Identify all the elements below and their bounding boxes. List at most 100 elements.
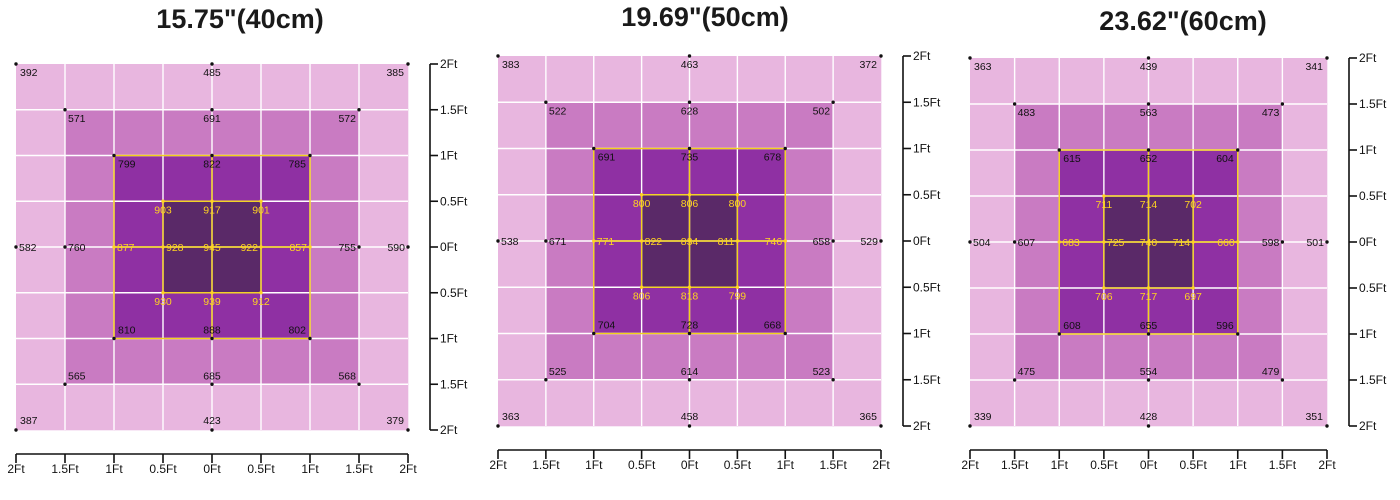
heat-cell — [833, 56, 882, 103]
measurement-dot — [639, 285, 644, 289]
ppfd-value-label: 930 — [154, 296, 172, 308]
heat-cell — [261, 201, 311, 248]
ppfd-value-label: 607 — [1018, 237, 1036, 249]
heat-cell — [1014, 242, 1060, 289]
heat-cell — [261, 292, 311, 339]
ppfd-value-label: 877 — [117, 242, 135, 254]
x-tick-label: 0Ft — [681, 458, 699, 472]
heat-cell — [310, 338, 360, 385]
measurement-dot — [1146, 424, 1151, 428]
y-tick-label: 2Ft — [1359, 419, 1377, 433]
heat-cell — [498, 287, 547, 334]
measurement-dot — [259, 199, 263, 203]
measurement-dot — [831, 239, 835, 243]
heat-cell — [593, 379, 642, 427]
heat-cell — [1193, 288, 1239, 335]
y-tick-label: 2Ft — [440, 423, 458, 437]
ppfd-value-label: 439 — [1140, 61, 1158, 73]
heat-cell — [1059, 288, 1105, 335]
heat-cell — [545, 379, 595, 427]
heat-cell — [641, 287, 690, 334]
heat-cell — [212, 109, 262, 156]
heat-cell — [737, 56, 786, 103]
measurement-dot — [210, 382, 214, 386]
heat-cell — [163, 247, 213, 294]
measurement-dot — [544, 100, 548, 104]
heat-cell — [359, 64, 409, 111]
ppfd-value-label: 888 — [203, 325, 221, 337]
heat-cell — [1148, 104, 1194, 151]
heat-cell — [593, 194, 642, 242]
x-tick-label: 0.5Ft — [149, 462, 177, 476]
heat-cell — [1103, 242, 1149, 289]
ppfd-value-label: 800 — [633, 198, 651, 210]
heat-cell — [593, 333, 642, 381]
heat-cell — [641, 241, 690, 288]
heat-cell — [641, 333, 690, 381]
y-tick-label: 2Ft — [913, 49, 931, 63]
heat-cell — [1014, 288, 1060, 335]
ppfd-value-label: 525 — [549, 366, 567, 378]
heat-cell — [1282, 380, 1328, 427]
measurement-dot — [161, 291, 165, 295]
heat-cell — [970, 196, 1015, 243]
heat-cell — [1282, 58, 1328, 105]
ppfd-value-label: 901 — [252, 204, 270, 216]
heat-cell — [545, 333, 595, 381]
heat-cell — [163, 109, 213, 156]
y-tick-label: 0.5Ft — [1359, 189, 1387, 203]
measurement-dot — [1280, 102, 1285, 106]
measurement-dot — [879, 239, 883, 243]
heat-cell — [65, 338, 115, 385]
ppfd-value-label: 522 — [549, 105, 567, 117]
heat-cell — [833, 241, 882, 288]
measurement-dot — [112, 245, 116, 249]
measurement-dot — [161, 245, 165, 249]
heat-cell — [261, 155, 311, 202]
x-tick-label: 1Ft — [301, 462, 319, 476]
y-tick-label: 1Ft — [440, 332, 458, 346]
heat-cell — [114, 384, 164, 431]
measurement-dot — [210, 336, 214, 341]
heat-cell — [1193, 242, 1239, 289]
heat-cell — [163, 292, 213, 339]
x-tick-label: 0.5Ft — [724, 458, 752, 472]
x-tick-label: 2Ft — [872, 458, 890, 472]
ppfd-value-label: 755 — [338, 242, 356, 254]
y-tick-label: 1.5Ft — [1359, 97, 1387, 111]
heat-cell — [1059, 334, 1105, 381]
y-tick-label: 1Ft — [913, 142, 931, 156]
y-tick-label: 2Ft — [440, 57, 458, 71]
heat-cell — [359, 155, 409, 202]
ppfd-value-label: 771 — [597, 236, 615, 248]
measurement-dot — [1012, 102, 1017, 106]
ppfd-value-label: 822 — [645, 236, 663, 248]
measurement-dot — [210, 199, 214, 203]
measurement-dot — [259, 291, 263, 295]
ppfd-value-label: 740 — [1140, 237, 1158, 249]
heat-cell — [593, 56, 642, 103]
heat-cell — [785, 56, 834, 103]
heat-cell — [970, 334, 1015, 381]
ppfd-value-label: 473 — [1262, 107, 1280, 119]
measurement-dot — [783, 239, 787, 243]
heat-cell — [545, 287, 595, 334]
x-tick-label: 2Ft — [489, 458, 507, 472]
heat-cell — [1059, 242, 1105, 289]
ppfd-value-label: 922 — [240, 242, 258, 254]
y-tick-label: 2Ft — [913, 419, 931, 433]
ppfd-value-label: 917 — [203, 204, 221, 216]
heat-cell — [498, 241, 547, 288]
measurement-dot — [112, 336, 116, 341]
measurement-dot — [735, 193, 740, 197]
heat-cell — [1282, 334, 1328, 381]
ppfd-value-label: 392 — [20, 67, 38, 79]
measurement-dot — [544, 239, 548, 243]
x-tick-label: 0.5Ft — [1090, 458, 1118, 472]
heat-cell — [1193, 104, 1239, 151]
heat-cell — [970, 242, 1015, 289]
heat-cell — [1103, 150, 1149, 197]
ppfd-value-label: 596 — [1216, 320, 1234, 332]
ppfd-value-label: 363 — [974, 61, 992, 73]
y-tick-label: 1.5Ft — [913, 95, 941, 109]
